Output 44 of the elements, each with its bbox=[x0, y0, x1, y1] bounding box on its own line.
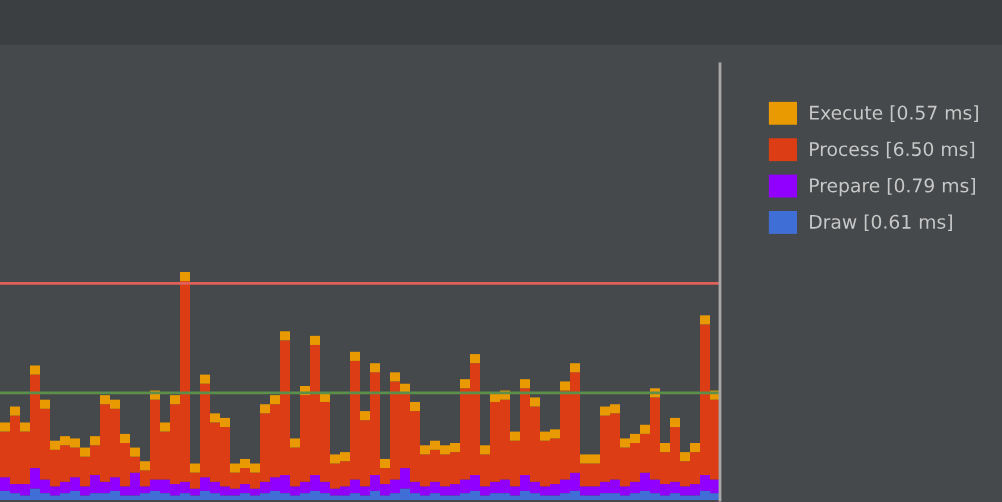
bar bbox=[560, 381, 570, 391]
legend-label: Process [6.50 ms] bbox=[810, 141, 975, 159]
bar bbox=[170, 395, 180, 405]
bar bbox=[670, 417, 680, 428]
bar bbox=[140, 461, 150, 471]
bar bbox=[520, 379, 530, 389]
bar bbox=[690, 443, 700, 453]
bar bbox=[350, 351, 360, 361]
bar bbox=[510, 431, 520, 441]
bar bbox=[370, 363, 380, 373]
bar bbox=[310, 335, 320, 345]
legend-label: Prepare [0.79 ms] bbox=[810, 178, 975, 197]
bar bbox=[390, 372, 400, 382]
bar bbox=[660, 443, 670, 453]
bar bbox=[280, 331, 290, 341]
bar bbox=[470, 354, 480, 364]
bar bbox=[460, 379, 470, 389]
bar bbox=[360, 411, 370, 421]
bar bbox=[160, 422, 170, 432]
bar bbox=[130, 447, 140, 457]
bar bbox=[0, 422, 10, 432]
bar bbox=[200, 374, 210, 384]
bar bbox=[190, 463, 200, 473]
bar bbox=[640, 424, 650, 434]
bar bbox=[290, 438, 300, 448]
legend-label: Execute [0.57 ms] bbox=[810, 105, 978, 122]
bar bbox=[410, 401, 420, 412]
bar bbox=[20, 422, 30, 432]
bar bbox=[30, 365, 40, 375]
bar bbox=[120, 433, 130, 443]
bar bbox=[80, 447, 90, 457]
bar bbox=[380, 458, 390, 469]
bar bbox=[270, 395, 280, 405]
bar bbox=[10, 406, 20, 416]
bar bbox=[480, 445, 490, 455]
bar bbox=[530, 397, 540, 407]
legend-label: Draw [0.61 ms] bbox=[810, 214, 952, 232]
bar bbox=[570, 363, 580, 373]
bar bbox=[260, 404, 270, 414]
bar bbox=[680, 452, 690, 462]
bar bbox=[40, 399, 50, 409]
bar bbox=[700, 315, 710, 325]
bar bbox=[90, 436, 100, 446]
bar bbox=[180, 272, 190, 282]
